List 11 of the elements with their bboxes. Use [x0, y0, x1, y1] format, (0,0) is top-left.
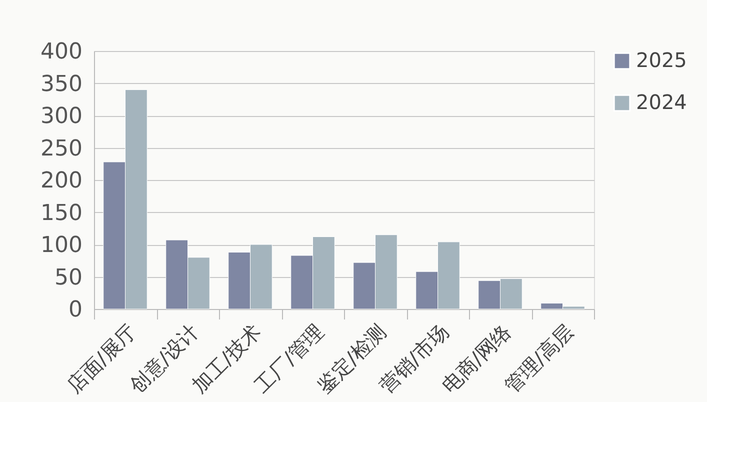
- y-tick-label: 50: [54, 265, 82, 290]
- y-tick-label: 150: [40, 200, 82, 226]
- y-tick-label: 100: [40, 233, 82, 258]
- y-tick-label: 400: [40, 40, 82, 64]
- y-tick-label: 200: [40, 168, 82, 194]
- y-tick-label: 0: [68, 298, 82, 322]
- y-tick-label: 250: [40, 136, 82, 162]
- y-tick-label: 350: [40, 72, 82, 97]
- y-tick-label: 300: [40, 104, 82, 129]
- legend-label: 2024: [636, 90, 687, 114]
- legend-label: 2025: [636, 48, 687, 72]
